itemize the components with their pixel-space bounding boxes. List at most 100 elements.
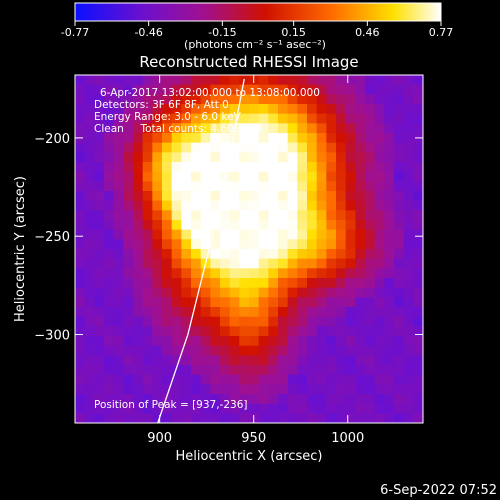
- heatmap-cell: [171, 84, 182, 95]
- heatmap-cell: [94, 239, 105, 250]
- heatmap-cell: [355, 181, 366, 192]
- heatmap-cell: [345, 326, 356, 337]
- heatmap-cell: [326, 75, 337, 86]
- heatmap-cell: [142, 133, 153, 144]
- heatmap-cell: [152, 307, 163, 318]
- heatmap-cell: [104, 355, 115, 366]
- heatmap-cell: [316, 142, 327, 153]
- heatmap-cell: [258, 307, 269, 318]
- heatmap-cell: [287, 133, 298, 144]
- heatmap-cell: [191, 104, 202, 115]
- heatmap-cell: [133, 229, 144, 240]
- heatmap-cell: [384, 171, 395, 182]
- heatmap-cell: [220, 307, 231, 318]
- heatmap-cell: [84, 229, 95, 240]
- heatmap-cell: [326, 104, 337, 115]
- heatmap-cell: [249, 403, 260, 414]
- heatmap-cell: [268, 316, 279, 327]
- heatmap-cell: [104, 384, 115, 395]
- heatmap-cell: [336, 394, 347, 405]
- heatmap-cell: [142, 374, 153, 385]
- heatmap-cell: [123, 287, 134, 298]
- heatmap-cell: [133, 316, 144, 327]
- heatmap-cell: [403, 278, 414, 289]
- heatmap-cell: [162, 287, 173, 298]
- heatmap-cell: [326, 413, 337, 423]
- heatmap-cell: [113, 210, 124, 221]
- heatmap-cell: [297, 394, 308, 405]
- heatmap-cell: [113, 249, 124, 260]
- heatmap-cell: [152, 200, 163, 211]
- heatmap-cell: [94, 142, 105, 153]
- heatmap-cell: [345, 104, 356, 115]
- heatmap-cell: [142, 200, 153, 211]
- heatmap-cell: [297, 297, 308, 308]
- heatmap-cell: [123, 94, 134, 105]
- heatmap-cell: [326, 394, 337, 405]
- heatmap-cell: [394, 278, 405, 289]
- heatmap-cell: [84, 200, 95, 211]
- heatmap-cell: [210, 258, 221, 269]
- heatmap-cell: [384, 278, 395, 289]
- heatmap-cell: [133, 374, 144, 385]
- heatmap-cell: [229, 75, 240, 86]
- heatmap-cell: [200, 210, 211, 221]
- y-axis-label: Heliocentric Y (arcsec): [13, 176, 28, 322]
- heatmap-cell: [239, 249, 250, 260]
- heatmap-cell: [75, 162, 86, 173]
- heatmap-cell: [181, 316, 192, 327]
- heatmap-cell: [297, 152, 308, 163]
- heatmap-cell: [336, 249, 347, 260]
- heatmap-cell: [307, 374, 318, 385]
- heatmap-cell: [210, 181, 221, 192]
- heatmap-cell: [200, 171, 211, 182]
- heatmap-cell: [104, 75, 115, 86]
- heatmap-cell: [345, 210, 356, 221]
- heatmap-cell: [297, 384, 308, 395]
- heatmap-cell: [268, 394, 279, 405]
- heatmap-cell: [413, 258, 423, 269]
- heatmap-cell: [142, 345, 153, 356]
- heatmap-cell: [326, 249, 337, 260]
- heatmap-cell: [152, 413, 163, 423]
- heatmap-cell: [191, 220, 202, 231]
- heatmap-cell: [403, 384, 414, 395]
- heatmap-cell: [403, 365, 414, 376]
- heatmap-cell: [171, 94, 182, 105]
- heatmap-cell: [384, 374, 395, 385]
- heatmap-cell: [239, 316, 250, 327]
- heatmap-cell: [394, 181, 405, 192]
- heatmap-cell: [162, 104, 173, 115]
- heatmap-cell: [403, 355, 414, 366]
- heatmap-cell: [403, 307, 414, 318]
- heatmap-cell: [307, 75, 318, 86]
- heatmap-cell: [345, 75, 356, 86]
- heatmap-cell: [355, 336, 366, 347]
- heatmap-cell: [220, 297, 231, 308]
- heatmap-cell: [113, 326, 124, 337]
- heatmap-cell: [239, 84, 250, 95]
- heatmap-cell: [152, 326, 163, 337]
- heatmap-cell: [365, 374, 376, 385]
- heatmap-cell: [113, 113, 124, 124]
- heatmap-cell: [326, 181, 337, 192]
- heatmap-cell: [307, 365, 318, 376]
- heatmap-cell: [75, 384, 86, 395]
- heatmap-cell: [403, 239, 414, 250]
- heatmap-cell: [413, 181, 423, 192]
- heatmap-cell: [142, 84, 153, 95]
- heatmap-cell: [394, 162, 405, 173]
- heatmap-cell: [345, 258, 356, 269]
- heatmap-cell: [75, 239, 86, 250]
- heatmap-cell: [258, 413, 269, 423]
- heatmap-cell: [268, 355, 279, 366]
- heatmap-cell: [413, 152, 423, 163]
- heatmap-cell: [84, 278, 95, 289]
- heatmap-cell: [104, 210, 115, 221]
- heatmap-cell: [384, 162, 395, 173]
- heatmap-cell: [297, 75, 308, 86]
- heatmap-cell: [297, 220, 308, 231]
- heatmap-cell: [307, 94, 318, 105]
- heatmap-cell: [171, 191, 182, 202]
- heatmap-cell: [239, 278, 250, 289]
